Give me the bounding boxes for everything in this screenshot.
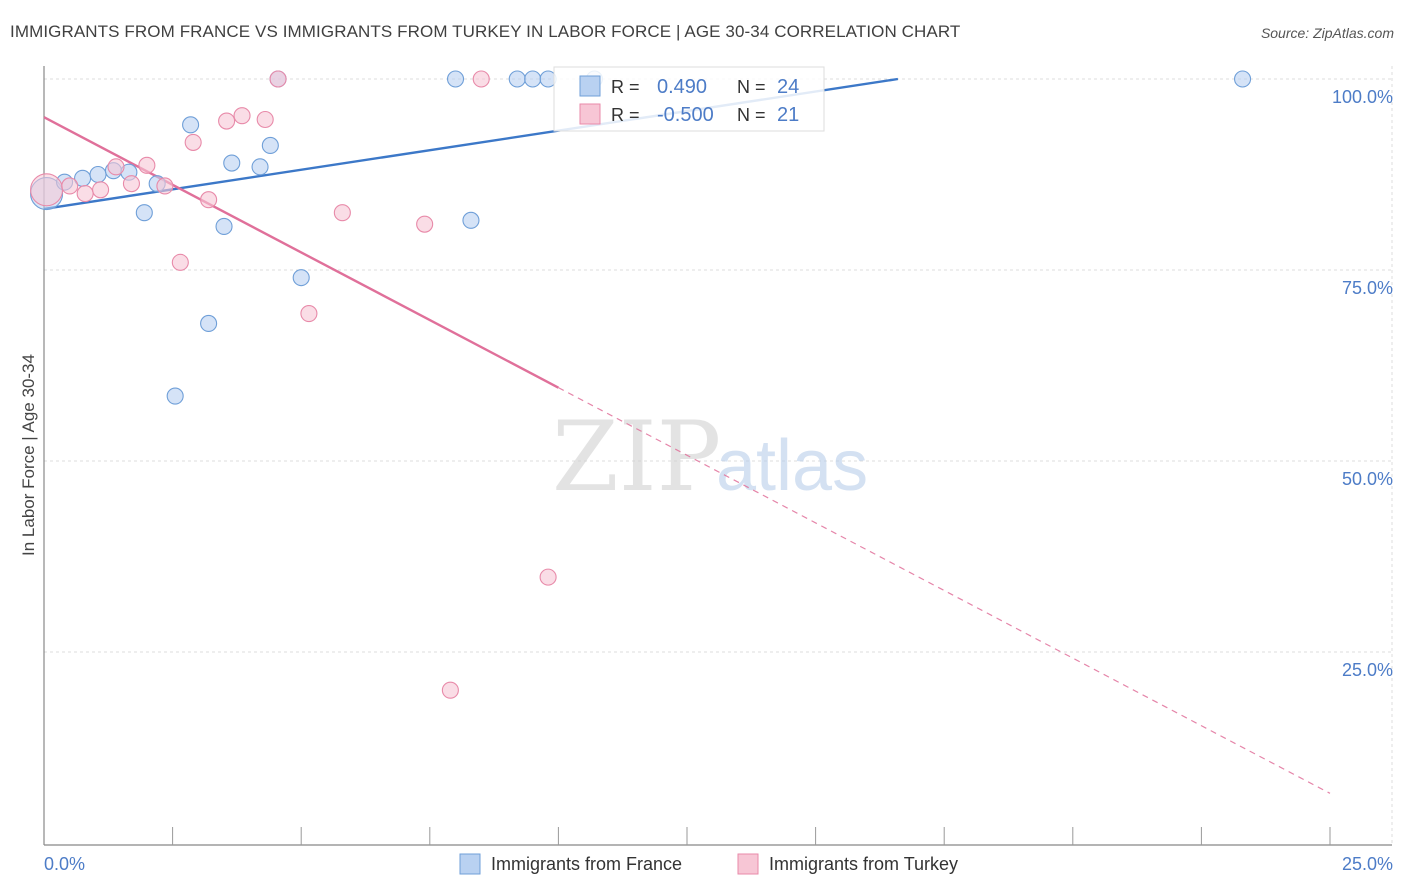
- turkey-point: [539, 568, 557, 586]
- turkey-trend-line: [43, 116, 559, 389]
- france-point: [1234, 70, 1252, 88]
- turkey-point: [333, 204, 351, 222]
- y-axis-label: In Labor Force | Age 30-34: [19, 354, 38, 556]
- turkey-point: [218, 112, 236, 130]
- france-point: [215, 217, 233, 236]
- france-legend-swatch: [579, 75, 601, 97]
- france-point: [446, 70, 465, 88]
- source-label: Source: ZipAtlas.com: [1260, 25, 1394, 41]
- france-point: [292, 269, 310, 287]
- n-label: N =: [737, 77, 766, 97]
- france-point: [251, 158, 269, 176]
- turkey-point: [122, 175, 140, 193]
- turkey-point: [441, 681, 459, 699]
- turkey-point: [171, 253, 189, 271]
- turkey-point: [472, 70, 490, 88]
- series-legend: Immigrants from France Immigrants from Tu…: [459, 853, 958, 875]
- r-label: R =: [611, 77, 640, 97]
- y-tick-label: 25.0%: [1342, 660, 1393, 680]
- r-label: R =: [611, 105, 640, 125]
- france-point: [135, 204, 153, 222]
- turkey-point: [233, 107, 251, 125]
- n-label: N =: [737, 105, 766, 125]
- france-point: [200, 314, 218, 333]
- y-tick-label: 75.0%: [1342, 278, 1393, 298]
- y-tick-label: 100.0%: [1332, 87, 1393, 107]
- turkey-trend-extension: [558, 387, 1331, 794]
- france-point: [89, 165, 107, 184]
- axes: 25.0% 50.0% 75.0% 100.0% 0.0% 25.0% In Labor F…: [19, 66, 1393, 874]
- turkey-point: [300, 304, 318, 323]
- turkey-series-swatch: [737, 853, 759, 875]
- france-n-value: 24: [777, 76, 799, 98]
- turkey-point: [184, 133, 202, 151]
- turkey-legend-swatch: [579, 103, 601, 125]
- x-tick-label: 25.0%: [1342, 854, 1393, 874]
- france-series-label: Immigrants from France: [491, 854, 682, 874]
- france-point: [261, 136, 279, 155]
- stats-legend: R = 0.490 N = 24 R = -0.500 N = 21: [553, 66, 825, 132]
- watermark-zip: ZIP: [552, 401, 721, 513]
- france-point: [223, 154, 241, 172]
- turkey-point: [61, 177, 79, 195]
- turkey-point: [92, 181, 110, 199]
- turkey-point: [416, 215, 434, 233]
- chart-title: IMMIGRANTS FROM FRANCE VS IMMIGRANTS FRO…: [10, 22, 961, 41]
- france-point: [182, 116, 200, 134]
- france-point: [508, 70, 526, 88]
- turkey-point: [156, 177, 174, 195]
- france-series-swatch: [459, 853, 481, 875]
- france-point: [462, 211, 480, 229]
- turkey-point: [256, 110, 274, 129]
- turkey-series-label: Immigrants from Turkey: [769, 854, 958, 874]
- x-tick-label: 0.0%: [44, 854, 85, 874]
- france-r-value: 0.490: [657, 76, 707, 98]
- turkey-point: [200, 191, 218, 209]
- turkey-point: [269, 70, 287, 88]
- turkey-point: [107, 158, 125, 176]
- turkey-point: [138, 156, 156, 174]
- y-tick-label: 50.0%: [1342, 469, 1393, 489]
- turkey-point: [76, 185, 94, 203]
- turkey-point: [30, 173, 64, 207]
- watermark: ZIP atlas: [552, 401, 868, 513]
- france-point: [166, 387, 184, 405]
- turkey-r-value: -0.500: [657, 104, 714, 126]
- watermark-atlas: atlas: [716, 426, 868, 506]
- data-points: [30, 70, 1252, 699]
- turkey-n-value: 21: [777, 104, 799, 126]
- france-point: [524, 70, 542, 88]
